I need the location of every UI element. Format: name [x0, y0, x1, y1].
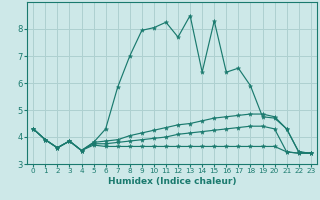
X-axis label: Humidex (Indice chaleur): Humidex (Indice chaleur)	[108, 177, 236, 186]
